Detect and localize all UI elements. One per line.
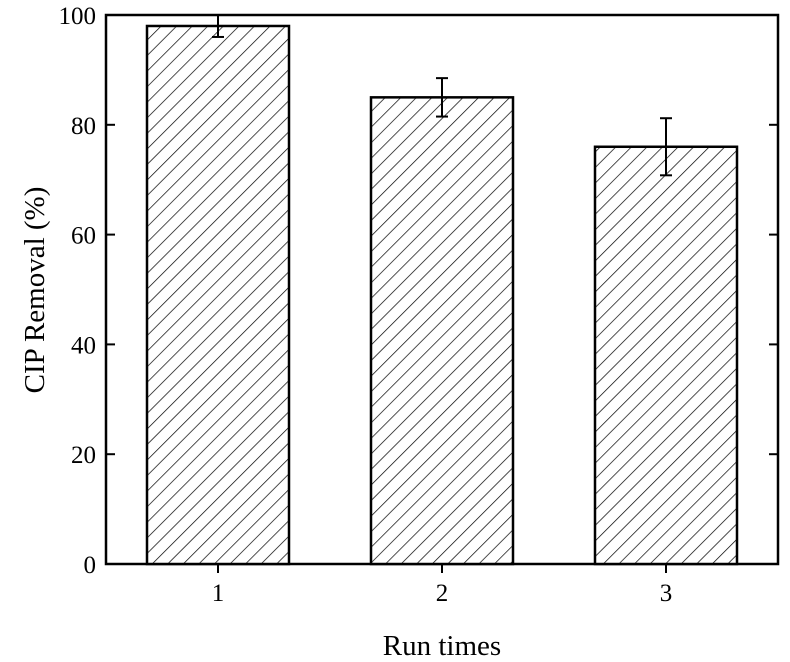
y-tick-label: 80 — [71, 113, 96, 140]
y-tick-label: 20 — [71, 442, 96, 469]
x-axis: 1 2 3 — [212, 564, 673, 607]
y-tick-label: 100 — [59, 3, 97, 30]
bar-1 — [145, 24, 291, 566]
x-tick-label: 3 — [660, 580, 673, 607]
y-tick-label: 40 — [71, 332, 96, 359]
y-tick-label: 60 — [71, 223, 96, 250]
x-tick-label: 1 — [212, 580, 225, 607]
bar-3 — [593, 145, 739, 566]
y-tick-label: 0 — [84, 552, 97, 579]
bar-2 — [369, 96, 515, 566]
x-tick-label: 2 — [436, 580, 449, 607]
y-axis-title: CIP Removal (%) — [19, 187, 51, 394]
x-axis-title: Run times — [383, 630, 501, 662]
y-axis: 0 20 40 60 80 100 — [59, 3, 778, 579]
bar-series — [145, 14, 739, 566]
